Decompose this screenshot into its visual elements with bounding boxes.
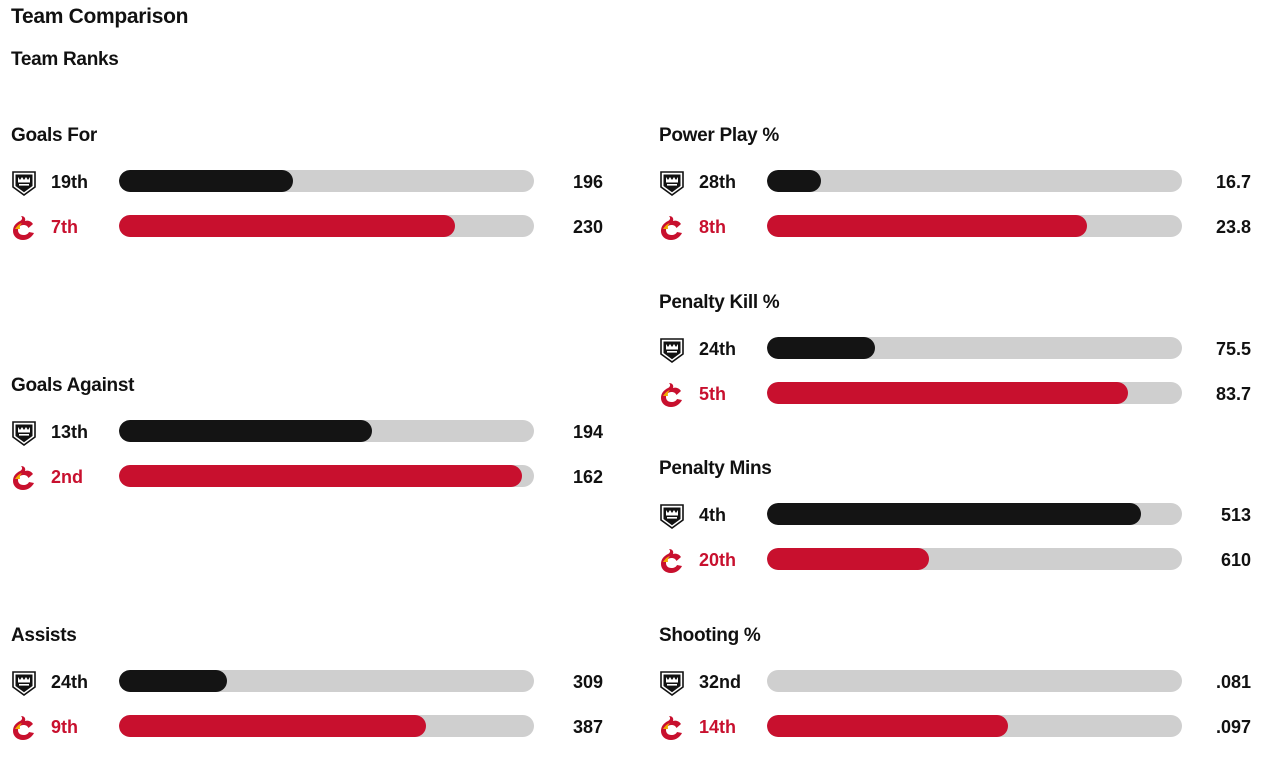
stat-value: 75.5 xyxy=(1215,339,1251,359)
team-row-lak: 28th 16.7 xyxy=(659,170,1259,196)
team-row-cgy: 2nd 162 xyxy=(11,465,611,491)
kings-crown-shield-icon xyxy=(659,170,685,196)
comparison-bar-fill xyxy=(119,465,522,487)
stat-title: Penalty Mins xyxy=(659,458,772,479)
team-row-cgy: 5th 83.7 xyxy=(659,382,1259,408)
kings-crown-shield-icon xyxy=(659,503,685,529)
comparison-bar-fill xyxy=(119,215,456,237)
stat-value: 83.7 xyxy=(1215,384,1251,404)
stat-title: Power Play % xyxy=(659,125,779,146)
stat-value: 194 xyxy=(572,422,603,442)
team-rank: 28th xyxy=(699,172,737,192)
comparison-bar-fill xyxy=(767,170,821,192)
team-rank: 13th xyxy=(51,422,89,442)
team-row-cgy: 14th .097 xyxy=(659,715,1259,741)
comparison-bar-fill xyxy=(119,715,427,737)
comparison-bar-fill xyxy=(767,503,1141,525)
team-rank: 2nd xyxy=(51,467,84,487)
flames-c-logo-icon xyxy=(11,215,37,241)
team-rank: 24th xyxy=(699,339,737,359)
comparison-bar-fill xyxy=(767,215,1087,237)
team-rank: 7th xyxy=(51,217,78,237)
section-title-team-ranks: Team Ranks xyxy=(11,49,119,70)
stat-value: 230 xyxy=(572,217,603,237)
comparison-bar-fill xyxy=(119,170,294,192)
flames-c-logo-icon xyxy=(11,715,37,741)
team-row-lak: 13th 194 xyxy=(11,420,611,446)
stat-value: .097 xyxy=(1215,717,1251,737)
comparison-bar-track xyxy=(119,465,534,487)
comparison-bar-fill xyxy=(119,670,227,692)
stat-value: .081 xyxy=(1215,672,1251,692)
kings-crown-shield-icon xyxy=(11,420,37,446)
stat-shooting: Shooting % 32nd .081 14th .097 xyxy=(659,624,1259,741)
team-row-lak: 24th 309 xyxy=(11,670,611,696)
kings-crown-shield-icon xyxy=(659,337,685,363)
page-title: Team Comparison xyxy=(11,5,189,28)
team-rank: 19th xyxy=(51,172,89,192)
stat-power-play: Power Play % 28th 16.7 8th 23.8 xyxy=(659,124,1259,241)
kings-crown-shield-icon xyxy=(659,670,685,696)
comparison-bar-track xyxy=(767,337,1182,359)
stat-title: Goals Against xyxy=(11,375,135,396)
comparison-bar-track xyxy=(119,420,534,442)
team-row-lak: 4th 513 xyxy=(659,503,1259,529)
comparison-bar-track xyxy=(119,215,534,237)
comparison-bar-track xyxy=(767,215,1182,237)
comparison-bar-track xyxy=(767,170,1182,192)
comparison-bar-track xyxy=(119,170,534,192)
comparison-bar-track xyxy=(119,670,534,692)
stat-title: Shooting % xyxy=(659,625,761,646)
team-row-cgy: 20th 610 xyxy=(659,548,1259,574)
stat-penalty-mins: Penalty Mins 4th 513 20th 610 xyxy=(659,457,1259,574)
comparison-bar-track xyxy=(119,715,534,737)
stat-value: 387 xyxy=(572,717,603,737)
flames-c-logo-icon xyxy=(659,548,685,574)
stat-value: 16.7 xyxy=(1215,172,1251,192)
stat-value: 23.8 xyxy=(1215,217,1251,237)
comparison-bar-fill xyxy=(767,337,875,359)
team-row-lak: 19th 196 xyxy=(11,170,611,196)
flames-c-logo-icon xyxy=(11,465,37,491)
kings-crown-shield-icon xyxy=(11,670,37,696)
comparison-bar-track xyxy=(767,548,1182,570)
team-rank: 24th xyxy=(51,672,89,692)
stat-penalty-kill: Penalty Kill % 24th 75.5 5th 83.7 xyxy=(659,291,1259,408)
stat-title: Penalty Kill % xyxy=(659,292,780,313)
kings-crown-shield-icon xyxy=(11,170,37,196)
team-rank: 4th xyxy=(699,505,726,525)
comparison-bar-fill xyxy=(767,548,929,570)
team-row-cgy: 7th 230 xyxy=(11,215,611,241)
stat-title: Assists xyxy=(11,625,77,646)
team-row-lak: 32nd .081 xyxy=(659,670,1259,696)
comparison-bar-track xyxy=(767,503,1182,525)
team-rank: 8th xyxy=(699,217,726,237)
stat-value: 513 xyxy=(1220,505,1251,525)
flames-c-logo-icon xyxy=(659,715,685,741)
stat-goals-for: Goals For 19th 196 7th 230 xyxy=(11,124,611,241)
stat-assists: Assists 24th 309 9th 387 xyxy=(11,624,611,741)
comparison-bar-fill xyxy=(767,382,1129,404)
stat-goals-against: Goals Against 13th 194 2nd 162 xyxy=(11,374,611,491)
team-rank: 20th xyxy=(699,550,737,570)
flames-c-logo-icon xyxy=(659,215,685,241)
stat-value: 309 xyxy=(572,672,603,692)
team-row-cgy: 9th 387 xyxy=(11,715,611,741)
stat-value: 610 xyxy=(1220,550,1251,570)
team-row-lak: 24th 75.5 xyxy=(659,337,1259,363)
team-rank: 14th xyxy=(699,717,737,737)
team-row-cgy: 8th 23.8 xyxy=(659,215,1259,241)
stat-title: Goals For xyxy=(11,125,97,146)
flames-c-logo-icon xyxy=(659,382,685,408)
team-rank: 5th xyxy=(699,384,726,404)
team-rank: 9th xyxy=(51,717,78,737)
comparison-bar-track xyxy=(767,670,1182,692)
stat-value: 162 xyxy=(572,467,603,487)
comparison-bar-fill xyxy=(119,420,373,442)
comparison-bar-fill xyxy=(767,715,1008,737)
comparison-bar-track xyxy=(767,382,1182,404)
team-rank: 32nd xyxy=(699,672,742,692)
comparison-bar-track xyxy=(767,715,1182,737)
stat-value: 196 xyxy=(572,172,603,192)
